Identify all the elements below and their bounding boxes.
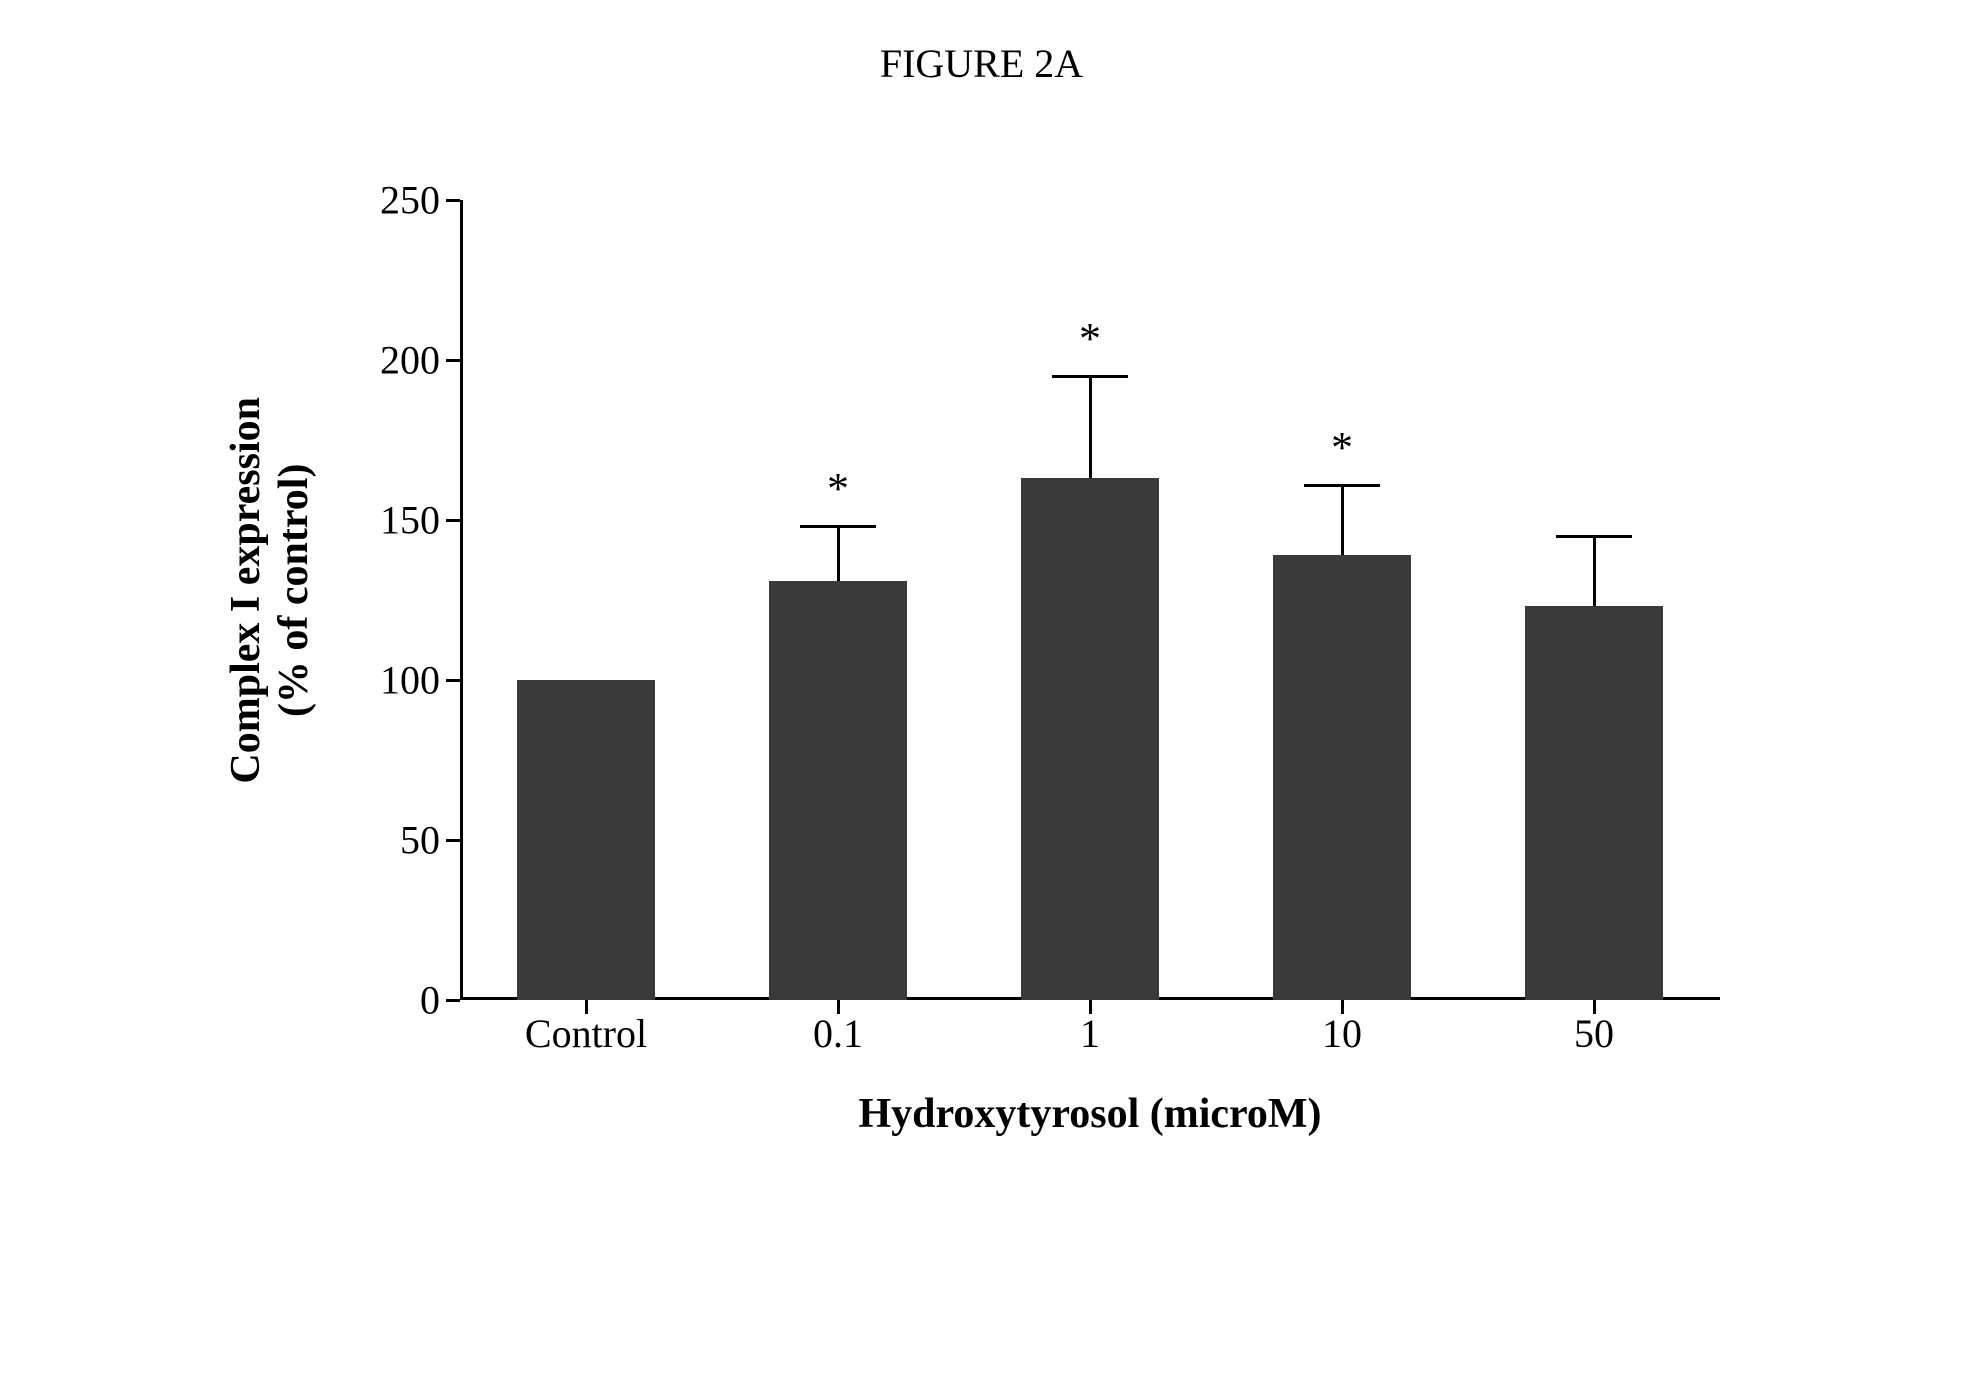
- y-axis-label: Complex I expression (% of control): [222, 397, 319, 784]
- page: FIGURE 2A Complex I expression (% of con…: [0, 0, 1963, 1376]
- y-tick-mark: [446, 519, 460, 522]
- error-bar-cap: [1556, 535, 1632, 538]
- x-tick-label: 10: [1322, 1010, 1362, 1057]
- bar: [1021, 478, 1160, 1000]
- y-tick-mark: [446, 359, 460, 362]
- y-tick-label: 250: [320, 177, 440, 224]
- y-axis-label-wrap: Complex I expression (% of control): [200, 180, 340, 1000]
- x-tick-label: 50: [1574, 1010, 1614, 1057]
- y-tick-mark: [446, 999, 460, 1002]
- bar: [1525, 606, 1664, 1000]
- y-tick-mark: [446, 839, 460, 842]
- y-tick-label: 50: [320, 817, 440, 864]
- x-axis-label: Hydroxytyrosol (microM): [460, 1090, 1720, 1138]
- bar: [1273, 555, 1412, 1000]
- y-axis-label-line2: (% of control): [271, 463, 317, 717]
- error-bar: [1341, 485, 1344, 555]
- x-tick-label: 1: [1080, 1010, 1100, 1057]
- significance-marker: *: [1079, 313, 1101, 364]
- error-bar: [837, 526, 840, 580]
- bar: [769, 581, 908, 1000]
- y-tick-label: 100: [320, 657, 440, 704]
- error-bar-cap: [1052, 375, 1128, 378]
- x-tick-label: 0.1: [813, 1010, 863, 1057]
- y-tick-mark: [446, 679, 460, 682]
- bar: [517, 680, 656, 1000]
- x-tick-label: Control: [525, 1010, 647, 1057]
- error-bar-cap: [1304, 484, 1380, 487]
- error-bar-cap: [800, 525, 876, 528]
- y-tick-label: 150: [320, 497, 440, 544]
- y-axis-line: [460, 200, 463, 1000]
- plot-area: * * *: [460, 200, 1720, 1000]
- y-axis-label-line1: Complex I expression: [223, 397, 269, 784]
- figure-title: FIGURE 2A: [0, 40, 1963, 87]
- y-tick-mark: [446, 199, 460, 202]
- y-tick-label: 200: [320, 337, 440, 384]
- error-bar: [1593, 536, 1596, 606]
- y-tick-label: 0: [320, 977, 440, 1024]
- significance-marker: *: [827, 463, 849, 514]
- error-bar: [1089, 376, 1092, 478]
- significance-marker: *: [1331, 422, 1353, 473]
- bar-chart: Complex I expression (% of control) * ** …: [200, 180, 1760, 1280]
